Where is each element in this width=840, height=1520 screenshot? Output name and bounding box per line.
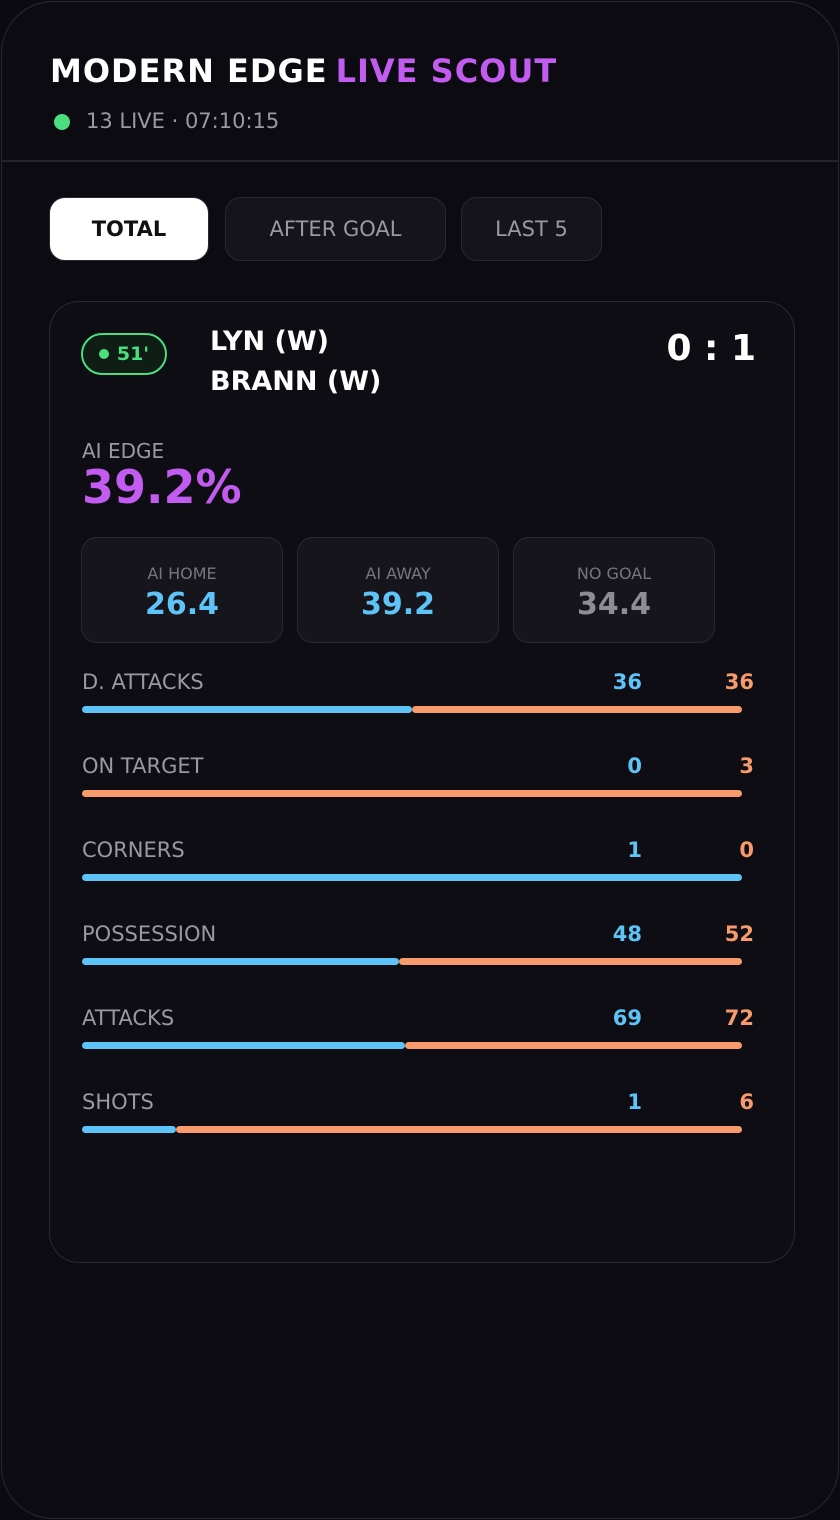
- stat-home: 1: [627, 1090, 642, 1114]
- minute: 51': [116, 343, 150, 365]
- home-bar: [82, 958, 399, 965]
- stat-label: POSSESSION: [82, 922, 217, 946]
- edge-value: 39.2%: [82, 460, 242, 514]
- stat-label: ATTACKS: [82, 1006, 175, 1030]
- stat-label: D. ATTACKS: [82, 670, 204, 694]
- home-bar: [82, 1126, 177, 1133]
- stat-away: 6: [739, 1090, 754, 1114]
- stat-away: 0: [739, 838, 754, 862]
- stat-label: SHOTS: [82, 1090, 154, 1114]
- brand-text: MODERN EDGE: [50, 52, 328, 90]
- stat-home: 48: [612, 922, 642, 946]
- prob-box: AI AWAY 39.2: [297, 537, 499, 643]
- prob-value: 39.2: [360, 587, 436, 622]
- prob-box: NO GOAL 34.4: [513, 537, 715, 643]
- edge-label: AI EDGE: [82, 439, 165, 463]
- away-team: BRANN (W): [210, 366, 382, 397]
- stat-away: 52: [724, 922, 754, 946]
- minute-badge: 51': [81, 333, 167, 375]
- brand: MODERN EDGE LIVE SCOUT: [50, 52, 557, 90]
- home-team: LYN (W): [210, 326, 330, 357]
- home-bar: [82, 874, 742, 881]
- prob-label: AI AWAY: [365, 564, 431, 583]
- away-bar: [404, 1042, 742, 1049]
- tab[interactable]: AFTER GOAL: [225, 197, 446, 261]
- away-bar: [82, 790, 742, 797]
- stat-home: 69: [612, 1006, 642, 1030]
- away-bar: [176, 1126, 742, 1133]
- home-bar: [82, 706, 412, 713]
- brand-accent: LIVE SCOUT: [335, 52, 558, 90]
- away-bar: [398, 958, 742, 965]
- live-dot: [54, 114, 70, 130]
- tab[interactable]: TOTAL: [49, 197, 209, 261]
- prob-label: NO GOAL: [576, 564, 652, 583]
- score: 0 : 1: [666, 328, 756, 369]
- match-card[interactable]: [49, 301, 795, 1263]
- stat-home: 0: [627, 754, 642, 778]
- prob-box: AI HOME 26.4: [81, 537, 283, 643]
- stat-away: 72: [724, 1006, 754, 1030]
- status: 13 LIVE · 07:10:15: [86, 109, 280, 133]
- tab[interactable]: LAST 5: [461, 197, 602, 261]
- stat-home: 1: [627, 838, 642, 862]
- prob-value: 26.4: [144, 587, 220, 622]
- stat-label: CORNERS: [82, 838, 185, 862]
- divider: [2, 160, 838, 162]
- stat-label: ON TARGET: [82, 754, 204, 778]
- prob-label: AI HOME: [147, 564, 217, 583]
- stat-home: 36: [612, 670, 642, 694]
- away-bar: [412, 706, 742, 713]
- home-bar: [82, 1042, 405, 1049]
- prob-value: 34.4: [576, 587, 652, 622]
- stat-away: 36: [724, 670, 754, 694]
- stat-away: 3: [739, 754, 754, 778]
